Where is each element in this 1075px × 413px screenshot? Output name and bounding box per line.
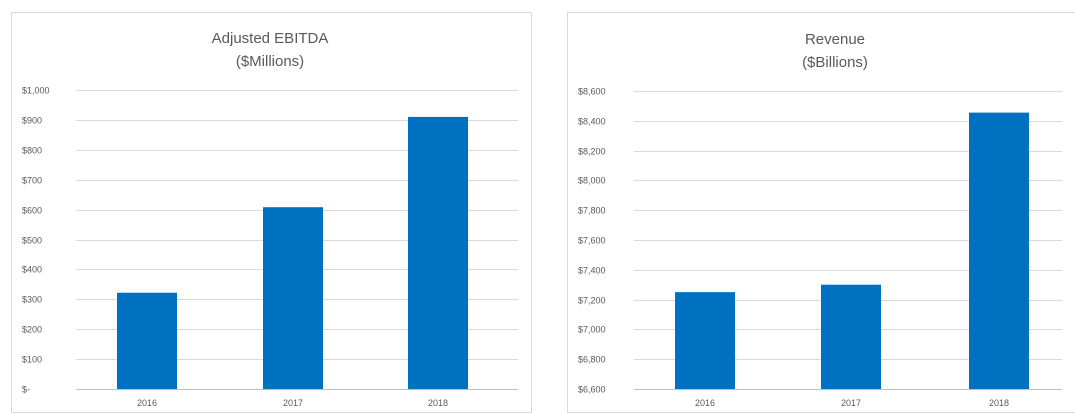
chart-title: Adjusted EBITDA xyxy=(212,30,329,47)
y-tick-label: $100 xyxy=(22,355,42,365)
y-tick-label: $6,600 xyxy=(578,385,606,395)
y-tick-label: $6,800 xyxy=(578,355,606,365)
y-tick-label: $400 xyxy=(22,265,42,275)
y-tick-label: $7,800 xyxy=(578,206,606,216)
y-tick-label: $7,200 xyxy=(578,296,606,306)
x-tick-label: 2016 xyxy=(137,398,157,408)
bar-2016 xyxy=(675,292,735,389)
x-tick-label: 2018 xyxy=(989,398,1009,408)
ebitda-chart-panel: Adjusted EBITDA ($Millions) $- $100 $200 $3… xyxy=(11,12,532,413)
bar-2018 xyxy=(408,116,468,389)
y-tick-label: $- xyxy=(22,385,30,395)
chart-subtitle: ($Millions) xyxy=(236,53,304,70)
ebitda-chart: Adjusted EBITDA ($Millions) $- $100 $200 $3… xyxy=(22,30,518,408)
revenue-chart-panel: Revenue ($Billions) $6,600 $6,800 $7,000 $7… xyxy=(567,12,1075,413)
y-tick-label: $8,200 xyxy=(578,147,606,157)
chart-title: Revenue xyxy=(805,31,865,48)
y-tick-label: $200 xyxy=(22,325,42,335)
y-tick-label: $8,000 xyxy=(578,176,606,186)
y-tick-label: $600 xyxy=(22,206,42,216)
y-tick-label: $800 xyxy=(22,146,42,156)
y-tick-label: $900 xyxy=(22,116,42,126)
y-tick-label: $7,000 xyxy=(578,325,606,335)
x-tick-label: 2016 xyxy=(695,398,715,408)
y-tick-label: $7,400 xyxy=(578,266,606,276)
y-tick-label: $8,400 xyxy=(578,117,606,127)
x-tick-label: 2017 xyxy=(841,398,861,408)
y-tick-label: $8,600 xyxy=(578,87,606,97)
revenue-chart: Revenue ($Billions) $6,600 $6,800 $7,000 $7… xyxy=(578,31,1062,408)
y-tick-label: $500 xyxy=(22,236,42,246)
y-tick-label: $1,000 xyxy=(22,86,50,96)
bar-2017 xyxy=(821,284,881,389)
bar-2016 xyxy=(117,292,177,389)
y-tick-label: $300 xyxy=(22,295,42,305)
chart-subtitle: ($Billions) xyxy=(802,54,868,71)
y-tick-label: $700 xyxy=(22,176,42,186)
bar-2018 xyxy=(969,112,1029,389)
x-tick-label: 2018 xyxy=(428,398,448,408)
x-tick-label: 2017 xyxy=(283,398,303,408)
bar-2017 xyxy=(263,207,323,389)
y-tick-label: $7,600 xyxy=(578,236,606,246)
